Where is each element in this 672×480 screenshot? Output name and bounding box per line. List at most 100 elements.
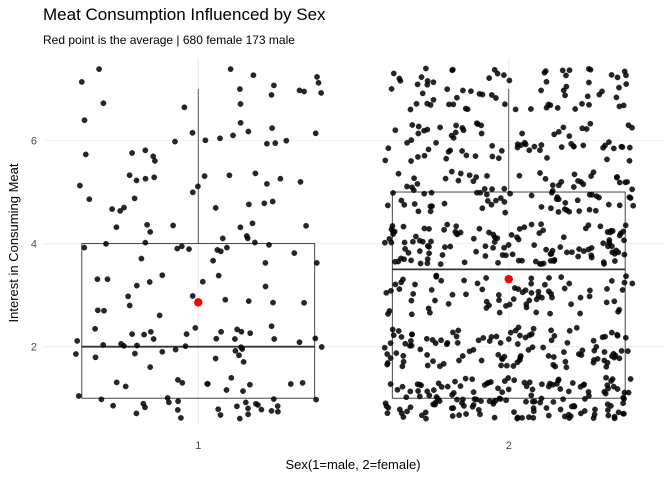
data-point	[605, 412, 612, 419]
data-point	[490, 244, 496, 251]
data-point	[409, 184, 415, 191]
data-point	[73, 351, 79, 357]
data-point	[438, 337, 444, 344]
data-point	[552, 363, 559, 370]
data-point	[627, 195, 634, 201]
data-point	[514, 415, 521, 422]
data-point	[268, 323, 275, 330]
data-point	[614, 74, 621, 81]
data-point	[491, 234, 498, 241]
data-point	[402, 246, 408, 252]
data-point	[113, 379, 120, 386]
data-point	[245, 405, 251, 412]
data-point	[493, 95, 499, 101]
data-point	[133, 410, 140, 417]
data-point	[77, 182, 83, 189]
data-point	[572, 106, 579, 112]
data-point	[618, 348, 625, 354]
data-point	[495, 259, 501, 266]
data-point	[75, 393, 82, 399]
data-point	[582, 396, 588, 402]
data-point	[627, 376, 634, 382]
data-point	[483, 275, 489, 281]
data-point	[495, 385, 501, 392]
data-point	[625, 348, 631, 354]
data-point	[199, 278, 206, 285]
data-point	[501, 185, 508, 192]
data-point	[151, 174, 158, 181]
data-point	[283, 137, 290, 144]
data-point	[612, 258, 618, 264]
data-point	[444, 383, 451, 390]
data-point	[488, 379, 494, 385]
data-point	[512, 327, 519, 334]
data-point	[393, 350, 400, 356]
data-point	[419, 90, 426, 97]
data-point	[505, 375, 512, 381]
data-point	[448, 405, 455, 412]
data-point	[526, 297, 533, 304]
data-point	[586, 392, 592, 399]
data-point	[486, 338, 493, 344]
data-point	[592, 207, 599, 214]
data-point	[387, 340, 394, 346]
data-point	[548, 205, 554, 212]
data-point	[132, 350, 138, 357]
data-point	[618, 143, 625, 150]
data-point	[461, 259, 468, 266]
data-point	[427, 203, 434, 210]
data-point	[384, 361, 391, 368]
data-point	[507, 329, 514, 336]
data-point	[489, 186, 495, 192]
mean-points	[194, 274, 513, 307]
data-point	[564, 339, 571, 346]
data-point	[531, 143, 538, 150]
data-point	[395, 170, 402, 177]
data-point	[315, 79, 322, 86]
chart-subtitle: Red point is the average | 680 female 17…	[43, 33, 295, 47]
data-point	[608, 278, 615, 284]
data-point	[502, 209, 509, 216]
data-point	[495, 351, 502, 358]
data-point	[442, 175, 449, 182]
data-point	[503, 303, 509, 309]
data-point	[242, 399, 249, 406]
data-point	[509, 251, 516, 258]
data-point	[510, 363, 517, 369]
data-point	[202, 137, 209, 144]
data-point	[523, 304, 530, 311]
data-point	[489, 153, 496, 160]
data-point	[439, 252, 446, 258]
data-point	[604, 286, 610, 292]
data-point	[585, 222, 592, 229]
data-point	[518, 142, 524, 148]
data-point	[407, 404, 414, 411]
data-point	[455, 327, 462, 334]
data-point	[501, 72, 507, 78]
data-point	[427, 208, 434, 215]
data-point	[529, 344, 536, 351]
data-point	[426, 250, 432, 257]
data-point	[574, 197, 581, 204]
data-point	[408, 158, 414, 164]
data-point	[590, 337, 597, 344]
y-tick-label: 2	[31, 342, 37, 354]
data-point	[418, 382, 424, 389]
data-point	[593, 193, 600, 200]
data-point	[569, 249, 575, 256]
data-point	[537, 170, 543, 176]
data-point	[459, 353, 466, 359]
data-point	[384, 410, 391, 417]
data-point	[523, 398, 529, 405]
data-point	[499, 389, 506, 396]
data-point	[312, 130, 319, 137]
data-point	[570, 143, 577, 150]
data-point	[113, 224, 120, 231]
data-point	[483, 191, 490, 198]
data-point	[166, 399, 172, 406]
grid-lines	[43, 58, 664, 424]
data-point	[212, 355, 219, 362]
data-point	[122, 383, 129, 390]
data-point	[566, 67, 573, 74]
data-point	[429, 337, 436, 343]
